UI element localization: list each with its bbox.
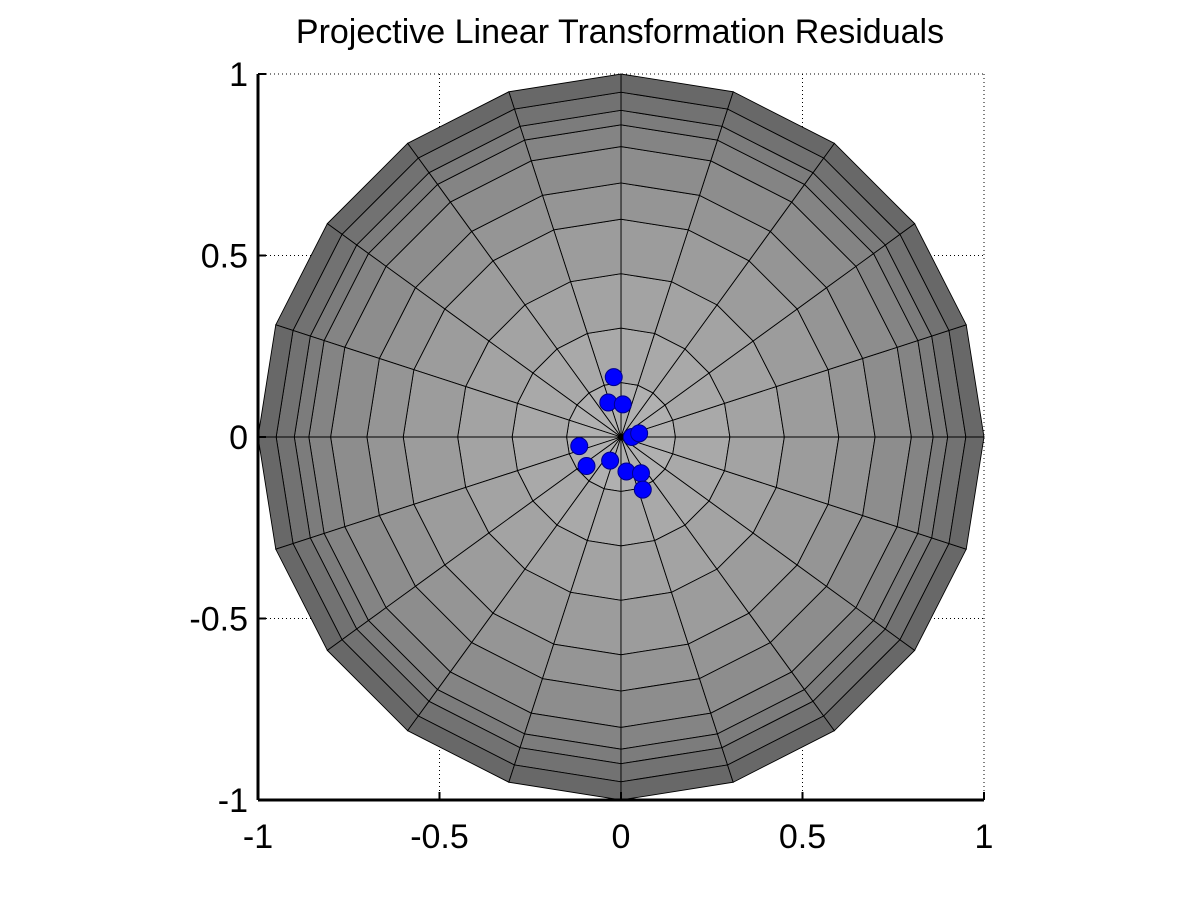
x-tick-label-1: -0.5: [410, 818, 469, 856]
data-points: [570, 368, 652, 499]
data-point-6: [577, 457, 596, 476]
x-tick-label-2: 0: [612, 818, 631, 856]
data-point-9: [631, 464, 650, 483]
data-point-4: [630, 424, 649, 443]
data-point-2: [613, 395, 632, 414]
chart-title: Projective Linear Transformation Residua…: [296, 13, 944, 51]
data-point-10: [633, 480, 652, 499]
y-tick-label-0: -1: [218, 782, 248, 820]
y-tick-label-3: 0.5: [201, 238, 248, 276]
tick-labels: -1 -0.5 0 0.5 1 -1 -0.5 0 0.5 1: [189, 56, 993, 856]
data-point-7: [601, 451, 620, 470]
x-tick-label-4: 1: [975, 818, 994, 856]
y-tick-label-4: 1: [229, 56, 248, 94]
data-point-5: [570, 437, 589, 456]
data-point-0: [604, 368, 623, 387]
x-tick-label-0: -1: [243, 818, 273, 856]
axes: [256, 73, 985, 802]
y-tick-label-1: -0.5: [189, 601, 248, 639]
x-tick-label-3: 0.5: [779, 818, 826, 856]
y-tick-label-2: 0: [229, 419, 248, 457]
disk-cell: [948, 436, 985, 550]
background-disk: [257, 73, 985, 801]
